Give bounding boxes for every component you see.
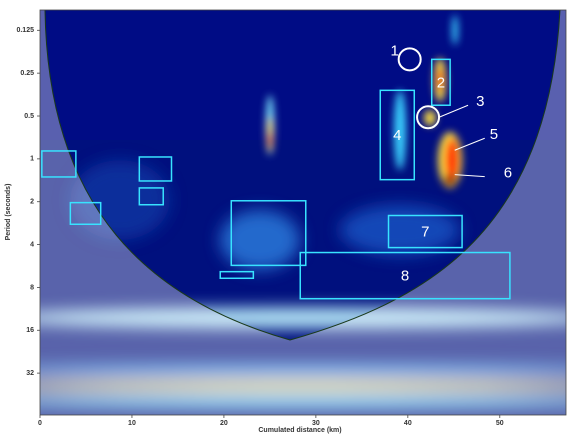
y-tick-label: 2: [30, 199, 34, 206]
region-label: 4: [393, 127, 401, 144]
marker-label: 3: [476, 93, 484, 110]
marker-pointer: [454, 137, 485, 151]
region-label: 7: [421, 224, 429, 241]
region-box: [379, 89, 416, 181]
region-box: [387, 214, 463, 249]
x-axis-label: Cumulated distance (km): [258, 427, 341, 434]
region-box: [299, 251, 511, 300]
marker-label: 1: [390, 42, 398, 59]
y-tick-label: 0.125: [16, 27, 34, 34]
marker-pointer: [438, 104, 469, 118]
y-tick-label: 1: [30, 156, 34, 163]
x-tick-label: 0: [38, 420, 42, 427]
x-tick-label: 20: [220, 420, 228, 427]
x-tick-label: 40: [404, 420, 412, 427]
region-box: [41, 150, 77, 178]
region-box: [230, 200, 307, 267]
x-tick-label: 10: [128, 420, 136, 427]
region-label: 8: [401, 268, 409, 285]
y-tick-label: 0.25: [20, 70, 34, 77]
region-box: [69, 201, 102, 226]
x-tick-label: 50: [496, 420, 504, 427]
region-box: [138, 156, 173, 182]
plot-frame: [39, 9, 567, 416]
y-tick-label: 16: [26, 327, 34, 334]
y-tick-label: 4: [30, 241, 34, 248]
region-box: [219, 270, 255, 280]
heatmap: [40, 10, 566, 415]
y-axis-label: Period (seconds): [5, 184, 12, 241]
marker-label: 5: [490, 126, 498, 143]
y-tick-label: 0.5: [24, 113, 34, 120]
y-tick-label: 8: [30, 284, 34, 291]
x-tick-label: 30: [312, 420, 320, 427]
marker-circle: [397, 47, 422, 72]
marker-pointer: [454, 174, 485, 178]
region-box: [430, 58, 451, 106]
region-label: 2: [437, 74, 445, 91]
marker-label: 6: [504, 165, 512, 182]
y-tick-label: 32: [26, 370, 34, 377]
region-box: [138, 187, 164, 206]
